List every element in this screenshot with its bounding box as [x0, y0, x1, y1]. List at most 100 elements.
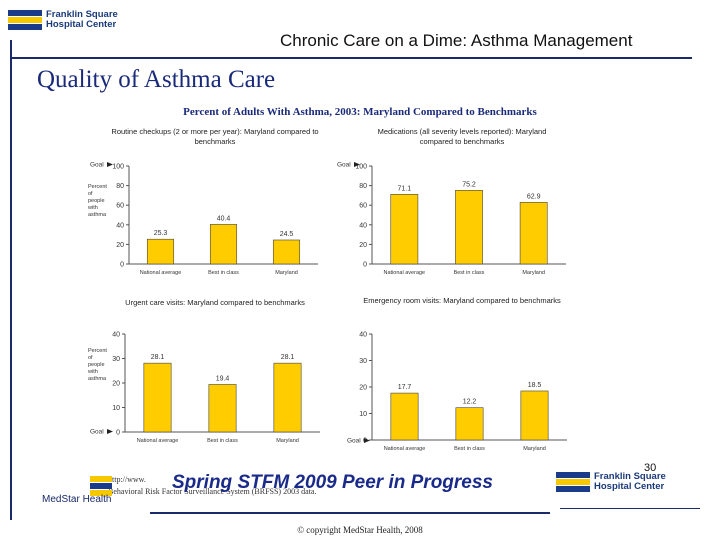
y-tick-label: 10	[112, 405, 120, 412]
bar	[520, 390, 549, 441]
y-tick-label: 40	[359, 332, 367, 339]
x-tick-label: National average	[384, 270, 426, 276]
bar	[455, 407, 484, 441]
logo-mark-bottom-icon	[556, 472, 590, 492]
chart-subtitle: Percent of Adults With Asthma, 2003: Mar…	[183, 106, 537, 118]
chart3-title: Urgent care visits: Maryland compared to…	[125, 298, 305, 307]
x-tick-label: National average	[137, 438, 179, 444]
bar	[208, 384, 237, 433]
x-tick-label: Best in class	[454, 270, 485, 276]
logo-bottom-line2: Hospital Center	[594, 481, 665, 492]
source-line2: Behavioral Risk Factor Surveillance Syst…	[108, 487, 317, 496]
header-title: Chronic Care on a Dime: Asthma Managemen…	[280, 31, 633, 50]
y-tick-label: 100	[355, 164, 367, 171]
chart2-title: Medications (all severity levels reporte…	[377, 127, 547, 146]
goal-arrow-icon	[364, 438, 370, 443]
data-label: 17.7	[398, 384, 412, 391]
copyright-footer: © copyright MedStar Health, 2008	[297, 525, 423, 535]
x-tick-label: Best in class	[207, 438, 238, 444]
bar	[519, 202, 548, 265]
y-tick-label: 60	[359, 203, 367, 210]
data-label: 18.5	[528, 382, 542, 389]
logo-bottom-line1: Franklin Square	[594, 471, 666, 482]
bar	[390, 392, 419, 441]
y-axis-label: of	[88, 355, 93, 361]
y-axis-label: asthma	[88, 376, 107, 382]
x-tick-label: National average	[140, 270, 182, 276]
y-axis-label: asthma	[88, 212, 107, 218]
y-axis-label: Percent	[88, 348, 107, 354]
y-tick-label: 40	[359, 222, 367, 229]
logo-line1: Franklin Square	[46, 9, 118, 20]
conference-banner: Spring STFM 2009 Peer in Progress	[172, 472, 493, 493]
chart1-title: Routine checkups (2 or more per year): M…	[111, 127, 319, 146]
y-axis-label: with	[87, 369, 98, 375]
bar	[273, 362, 302, 433]
goal-label: Goal	[337, 162, 351, 169]
y-tick-label: 20	[359, 242, 367, 249]
data-label: 24.5	[280, 231, 294, 238]
x-tick-label: Maryland	[276, 438, 299, 444]
x-tick-label: Maryland	[523, 446, 546, 452]
data-label: 12.2	[463, 399, 477, 406]
medstar-logo	[90, 476, 112, 496]
bar	[390, 194, 419, 265]
left-rule	[10, 40, 12, 520]
y-axis-label: of	[88, 191, 93, 197]
y-axis-label: people	[88, 198, 105, 204]
goal-label: Goal	[347, 438, 361, 445]
x-tick-label: National average	[384, 446, 426, 452]
y-tick-label: 80	[359, 183, 367, 190]
bar	[146, 238, 175, 265]
x-tick-label: Best in class	[208, 270, 239, 276]
y-tick-label: 20	[116, 242, 124, 249]
data-label: 19.4	[216, 375, 230, 382]
y-axis-label: people	[88, 362, 105, 368]
data-label: 71.1	[398, 185, 412, 192]
y-tick-label: 20	[359, 385, 367, 392]
bottom-rule	[150, 512, 550, 514]
source-note: http://www. Behavioral Risk Factor Surve…	[108, 474, 528, 498]
y-tick-label: 80	[116, 183, 124, 190]
bottom-right-rule	[560, 508, 700, 509]
y-axis-label: Percent	[88, 184, 107, 190]
data-label: 28.1	[151, 354, 165, 361]
y-tick-label: 0	[363, 262, 367, 269]
y-tick-label: 0	[116, 430, 120, 437]
data-label: 28.1	[281, 354, 295, 361]
x-tick-label: Best in class	[454, 446, 485, 452]
franklin-square-logo: Franklin Square Hospital Center	[8, 10, 118, 30]
bar	[209, 224, 238, 265]
y-axis-label: with	[87, 205, 98, 211]
bar	[272, 239, 301, 265]
franklin-square-logo-bottom: Franklin Square Hospital Center	[556, 472, 666, 492]
y-tick-label: 40	[112, 332, 120, 339]
bar	[455, 190, 483, 265]
slide-title: Quality of Asthma Care	[37, 66, 276, 93]
bar	[143, 362, 172, 433]
medstar-name: MedStar Health	[42, 494, 112, 505]
goal-label: Goal	[90, 429, 104, 436]
chart4-title: Emergency room visits: Maryland compared…	[363, 296, 561, 305]
medstar-mark-icon	[90, 476, 112, 496]
goal-label: Goal	[90, 162, 104, 169]
logo-mark-icon	[8, 10, 42, 30]
data-label: 75.2	[462, 181, 476, 188]
logo-line2: Hospital Center	[46, 19, 117, 30]
goal-arrow-icon	[107, 162, 113, 167]
x-tick-label: Maryland	[522, 270, 545, 276]
y-tick-label: 30	[112, 356, 120, 363]
y-tick-label: 0	[120, 262, 124, 269]
y-tick-label: 100	[112, 164, 124, 171]
y-tick-label: 60	[116, 203, 124, 210]
source-line1: http://www.	[108, 475, 146, 484]
data-label: 25.3	[154, 230, 168, 237]
data-label: 62.9	[527, 193, 541, 200]
x-tick-label: Maryland	[275, 270, 298, 276]
slide-number: 30	[644, 462, 657, 474]
data-label: 40.4	[217, 215, 231, 222]
y-tick-label: 40	[116, 222, 124, 229]
header-rule	[12, 57, 692, 59]
goal-arrow-icon	[354, 162, 360, 167]
